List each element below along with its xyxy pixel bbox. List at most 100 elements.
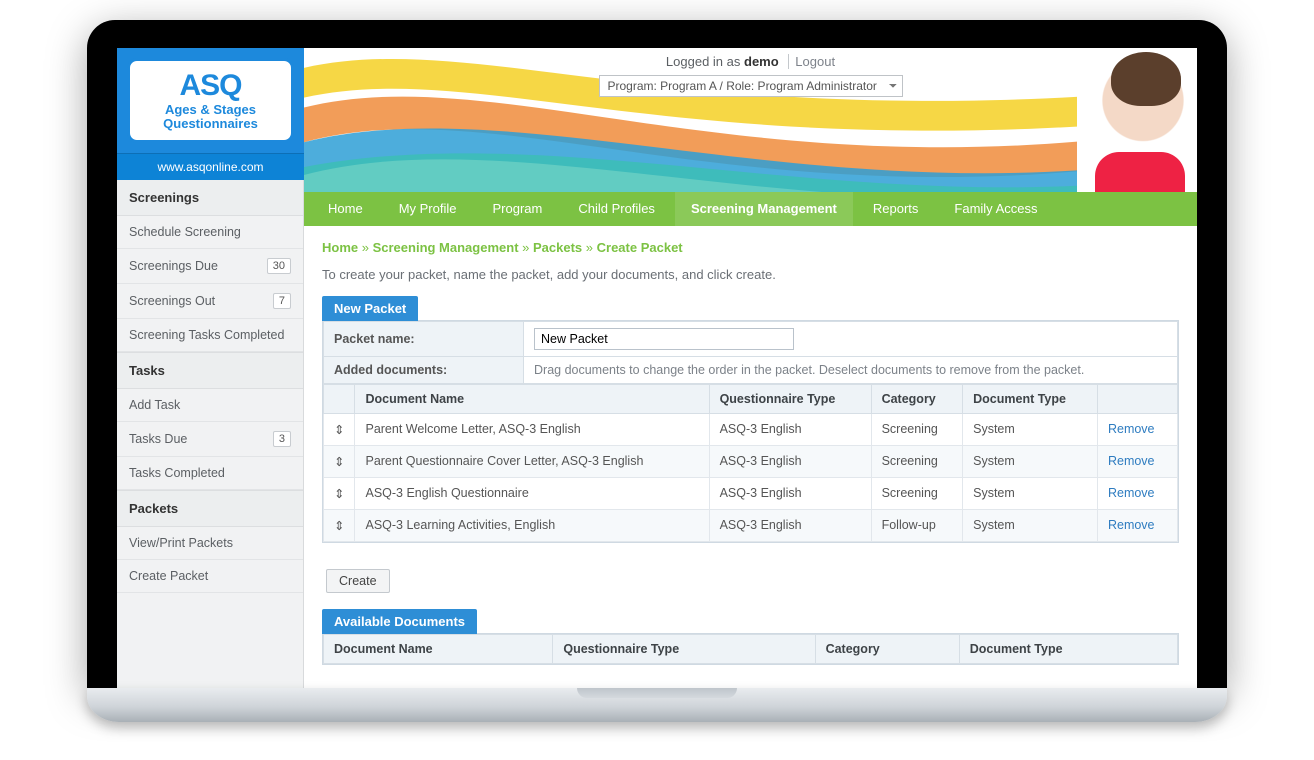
breadcrumb-item: Create Packet xyxy=(597,240,683,255)
logo-subtitle-2: Questionnaires xyxy=(136,117,285,131)
sidebar-item-label: View/Print Packets xyxy=(129,536,233,550)
sidebar-item-label: Tasks Due xyxy=(129,432,187,446)
remove-link[interactable]: Remove xyxy=(1108,454,1155,468)
table-cell: Parent Questionnaire Cover Letter, ASQ-3… xyxy=(355,446,709,478)
banner-top: Logged in as demo Logout Program: Progra… xyxy=(304,54,1197,97)
intro-text: To create your packet, name the packet, … xyxy=(322,267,1179,282)
table-cell: System xyxy=(963,510,1098,542)
logo-subtitle-1: Ages & Stages xyxy=(136,103,285,117)
table-cell: ASQ-3 English xyxy=(709,478,871,510)
col-header: Questionnaire Type xyxy=(709,385,871,414)
sidebar-item-label: Add Task xyxy=(129,398,180,412)
table-cell: Parent Welcome Letter, ASQ-3 English xyxy=(355,414,709,446)
available-docs-header-row: Document NameQuestionnaire TypeCategoryD… xyxy=(324,635,1178,664)
table-cell: Screening xyxy=(871,446,963,478)
sidebar-item[interactable]: Screenings Out7 xyxy=(117,284,303,319)
nav-item[interactable]: Reports xyxy=(857,192,935,226)
sidebar: ScreeningsSchedule ScreeningScreenings D… xyxy=(117,180,304,688)
table-cell: ASQ-3 Learning Activities, English xyxy=(355,510,709,542)
table-cell: ASQ-3 English Questionnaire xyxy=(355,478,709,510)
packet-name-input[interactable] xyxy=(534,328,794,350)
sidebar-item[interactable]: Screenings Due30 xyxy=(117,249,303,284)
create-button[interactable]: Create xyxy=(326,569,390,593)
banner: Logged in as demo Logout Program: Progra… xyxy=(304,48,1197,192)
breadcrumb: Home » Screening Management » Packets » … xyxy=(322,240,1179,255)
new-packet-body: Packet name: Added documents: Drag docum… xyxy=(322,320,1179,543)
right-column: Logged in as demo Logout Program: Progra… xyxy=(304,48,1197,688)
table-row: ⇕Parent Questionnaire Cover Letter, ASQ-… xyxy=(324,446,1178,478)
breadcrumb-item[interactable]: Screening Management xyxy=(373,240,519,255)
main-nav: HomeMy ProfileProgramChild ProfilesScree… xyxy=(304,192,1197,226)
breadcrumb-item[interactable]: Home xyxy=(322,240,358,255)
logout-link[interactable]: Logout xyxy=(788,54,835,69)
table-cell: Remove xyxy=(1097,478,1177,510)
nav-item[interactable]: Family Access xyxy=(938,192,1053,226)
available-docs-table: Document NameQuestionnaire TypeCategoryD… xyxy=(323,634,1178,664)
nav-item[interactable]: My Profile xyxy=(383,192,473,226)
added-docs-label: Added documents: xyxy=(324,357,524,384)
breadcrumb-sep: » xyxy=(519,240,533,255)
logo-title: ASQ xyxy=(136,69,285,103)
table-cell: Follow-up xyxy=(871,510,963,542)
table-row: ⇕ASQ-3 English QuestionnaireASQ-3 Englis… xyxy=(324,478,1178,510)
nav-item[interactable]: Screening Management xyxy=(675,192,853,226)
laptop-screen: ASQ Ages & Stages Questionnaires www.asq… xyxy=(87,20,1227,688)
breadcrumb-sep: » xyxy=(582,240,596,255)
packet-form-table: Packet name: Added documents: Drag docum… xyxy=(323,321,1178,384)
new-packet-heading: New Packet xyxy=(322,296,418,321)
col-drag xyxy=(324,385,355,414)
added-docs-hint: Drag documents to change the order in th… xyxy=(524,357,1178,384)
drag-handle-icon[interactable]: ⇕ xyxy=(324,510,355,542)
page-root: ASQ Ages & Stages Questionnaires www.asq… xyxy=(117,48,1197,688)
nav-item[interactable]: Home xyxy=(312,192,379,226)
sidebar-item[interactable]: Add Task xyxy=(117,389,303,422)
available-docs-panel: Available Documents Document NameQuestio… xyxy=(322,609,1179,665)
table-cell: Screening xyxy=(871,478,963,510)
sidebar-item-label: Screenings Due xyxy=(129,259,218,273)
table-cell: Remove xyxy=(1097,414,1177,446)
sidebar-item-label: Screenings Out xyxy=(129,294,215,308)
sidebar-badge: 3 xyxy=(273,431,291,447)
sidebar-item[interactable]: Screening Tasks Completed xyxy=(117,319,303,352)
logo-url[interactable]: www.asqonline.com xyxy=(117,154,304,180)
logged-in-text: Logged in as demo Logout xyxy=(666,54,835,69)
packet-name-label: Packet name: xyxy=(324,322,524,357)
table-row: ⇕ASQ-3 Learning Activities, EnglishASQ-3… xyxy=(324,510,1178,542)
sidebar-item[interactable]: Tasks Completed xyxy=(117,457,303,490)
sidebar-heading: Packets xyxy=(117,490,303,527)
table-cell: Remove xyxy=(1097,446,1177,478)
sidebar-item[interactable]: View/Print Packets xyxy=(117,527,303,560)
col-header: Document Name xyxy=(355,385,709,414)
col-header xyxy=(1097,385,1177,414)
drag-handle-icon[interactable]: ⇕ xyxy=(324,446,355,478)
added-docs-body: ⇕Parent Welcome Letter, ASQ-3 EnglishASQ… xyxy=(324,414,1178,542)
breadcrumb-item[interactable]: Packets xyxy=(533,240,582,255)
sidebar-heading: Tasks xyxy=(117,352,303,389)
table-cell: ASQ-3 English xyxy=(709,414,871,446)
app-viewport: ASQ Ages & Stages Questionnaires www.asq… xyxy=(117,48,1197,688)
table-cell: System xyxy=(963,478,1098,510)
sidebar-item[interactable]: Tasks Due 3 xyxy=(117,422,303,457)
added-docs-table: Document NameQuestionnaire TypeCategoryD… xyxy=(323,384,1178,542)
added-docs-header-row: Document NameQuestionnaire TypeCategoryD… xyxy=(324,385,1178,414)
main-content: Home » Screening Management » Packets » … xyxy=(304,226,1197,688)
new-packet-panel: New Packet Packet name: xyxy=(322,296,1179,593)
nav-item[interactable]: Program xyxy=(476,192,558,226)
logged-in-username: demo xyxy=(744,54,779,69)
nav-item[interactable]: Child Profiles xyxy=(562,192,671,226)
sidebar-item-label: Screening Tasks Completed xyxy=(129,328,284,342)
program-role-select[interactable]: Program: Program A / Role: Program Admin… xyxy=(599,75,903,97)
drag-handle-icon[interactable]: ⇕ xyxy=(324,478,355,510)
remove-link[interactable]: Remove xyxy=(1108,518,1155,532)
sidebar-item[interactable]: Schedule Screening xyxy=(117,216,303,249)
drag-handle-icon[interactable]: ⇕ xyxy=(324,414,355,446)
breadcrumb-sep: » xyxy=(358,240,372,255)
available-docs-body: Document NameQuestionnaire TypeCategoryD… xyxy=(322,633,1179,665)
remove-link[interactable]: Remove xyxy=(1108,422,1155,436)
table-cell: ASQ-3 English xyxy=(709,446,871,478)
table-row: ⇕Parent Welcome Letter, ASQ-3 EnglishASQ… xyxy=(324,414,1178,446)
laptop-base xyxy=(87,688,1227,722)
sidebar-item[interactable]: Create Packet xyxy=(117,560,303,593)
col-header: Document Type xyxy=(963,385,1098,414)
remove-link[interactable]: Remove xyxy=(1108,486,1155,500)
